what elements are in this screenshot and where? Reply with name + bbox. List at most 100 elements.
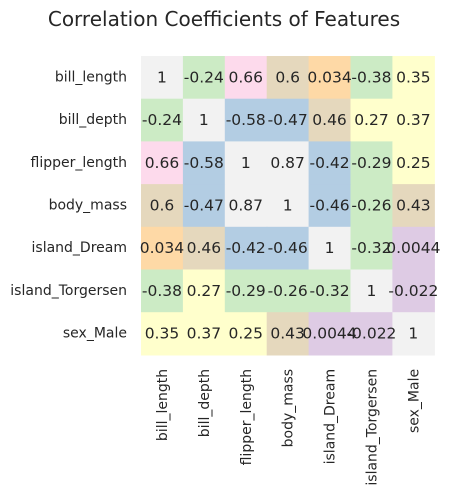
x-axis-tick-labels: bill_length bill_depth flipper_length body_… [155,369,422,486]
cell-value-label: -0.29 [351,154,391,172]
cell-value-label: -0.46 [309,196,349,214]
heatmap-cell-island_Dream-bill_depth [182,226,226,271]
heatmap-cell-bill_length-flipper_length [224,56,268,100]
cell-value-label: -0.47 [184,196,224,214]
heatmap-cell-island_Dream-bill_length [141,226,184,271]
x-tick-label: bill_depth [197,369,213,437]
heatmap-cell-bill_length-island_Dream [308,56,352,100]
heatmap-cell-island_Torgersen-island_Torgersen [350,269,393,313]
heatmap-cell-flipper_length-sex_Male [392,141,435,185]
y-tick-label: island_Torgersen [10,283,127,299]
heatmap-cell-bill_depth-sex_Male [392,98,435,142]
heatmap-cell-island_Torgersen-bill_length [141,269,184,313]
cell-value-label: 0.46 [187,239,222,257]
heatmap-cell-sex_Male-flipper_length [224,312,268,356]
cell-value-label: 0.87 [270,154,305,172]
y-tick-label: island_Dream [32,240,127,256]
cell-value-label: -0.42 [226,239,266,257]
y-tick-label: bill_length [55,69,127,85]
cell-value-label: 1 [241,154,251,172]
heatmap-cell-body_mass-body_mass [266,184,310,228]
heatmap-cell-island_Torgersen-bill_depth [182,269,226,313]
heatmap-cell-bill_depth-island_Torgersen [350,98,393,142]
cell-value-label: 0.034 [307,68,351,86]
heatmap-cell-bill_length-bill_length [141,56,184,100]
heatmap-cell-bill_length-body_mass [266,56,310,100]
cell-value-label: -0.32 [351,239,391,257]
heatmap-cell-flipper_length-bill_length [141,141,184,185]
heatmap-cell-island_Torgersen-island_Dream [308,269,352,313]
heatmap-cell-flipper_length-bill_depth [182,141,226,185]
cell-value-label: -0.24 [142,111,182,129]
heatmap-cell-bill_depth-bill_depth [182,98,226,142]
cell-value-label: 1 [199,111,209,129]
heatmap-cell-sex_Male-bill_depth [182,312,226,356]
cell-value-label: -0.022 [346,325,396,343]
y-axis-tick-labels: bill_length bill_depth flipper_length body_… [10,69,127,341]
x-tick-label: island_Dream [323,369,339,464]
cell-value-label: 1 [367,282,377,300]
cell-value-label: -0.46 [268,239,308,257]
heatmap-cell-body_mass-bill_length [141,184,184,228]
heatmap-cell-body_mass-sex_Male [392,184,435,228]
cell-value-label: 0.87 [228,196,263,214]
cell-value-label: 0.66 [228,68,263,86]
cell-value-label: 0.034 [140,239,184,257]
cell-value-label: -0.38 [142,282,182,300]
cell-value-label: 0.27 [354,111,389,129]
cell-value-label: -0.32 [309,282,349,300]
heatmap-cell-sex_Male-island_Dream [308,312,352,356]
x-tick-label: body_mass [281,369,297,447]
heatmap-cell-body_mass-island_Dream [308,184,352,228]
cell-value-label: 0.25 [228,325,263,343]
heatmap-cell-flipper_length-flipper_length [224,141,268,185]
heatmap-cell-sex_Male-sex_Male [392,312,435,356]
cell-value-label: 0.27 [187,282,222,300]
cell-value-label: -0.24 [184,68,224,86]
cell-value-label: 0.43 [396,196,431,214]
x-tick-label: sex_Male [406,369,422,433]
cell-value-label: 0.6 [275,68,300,86]
y-tick-label: sex_Male [63,326,127,342]
heatmap-cell-body_mass-flipper_length [224,184,268,228]
x-tick-label: flipper_length [239,369,255,465]
cell-value-label: 0.0044 [386,239,440,257]
cell-value-label: 0.35 [145,325,180,343]
heatmap-cell-bill_length-sex_Male [392,56,435,100]
heatmap-cell-flipper_length-island_Torgersen [350,141,393,185]
heatmap-cell-sex_Male-island_Torgersen [350,312,393,356]
cell-value-label: 0.46 [312,111,347,129]
y-tick-label: bill_depth [59,112,127,128]
heatmap-cell-bill_depth-island_Dream [308,98,352,142]
cell-value-label: 0.66 [145,154,180,172]
cell-value-label: 0.43 [270,325,305,343]
cell-value-label: 0.0044 [302,325,356,343]
heatmap-cell-body_mass-island_Torgersen [350,184,393,228]
heatmap-cell-island_Torgersen-flipper_length [224,269,268,313]
cell-value-label: 1 [325,239,335,257]
cell-value-label: 1 [283,196,293,214]
heatmap-cell-island_Torgersen-sex_Male [392,269,435,313]
heatmap-cell-island_Dream-body_mass [266,226,310,271]
heatmap-cell-island_Dream-island_Dream [308,226,352,271]
cell-value-label: 0.37 [396,111,431,129]
cell-value-label: -0.26 [268,282,308,300]
cell-value-label: -0.42 [309,154,349,172]
heatmap-cell-sex_Male-body_mass [266,312,310,356]
cell-value-label: -0.38 [351,68,391,86]
cell-value-label: -0.26 [351,196,391,214]
heatmap-cell-sex_Male-bill_length [141,312,184,356]
heatmap-cell-flipper_length-island_Dream [308,141,352,185]
heatmap-cell-bill_depth-body_mass [266,98,310,142]
cell-value-label: 1 [157,68,167,86]
heatmap-cell-bill_length-island_Torgersen [350,56,393,100]
cell-value-label: 1 [408,325,418,343]
heatmap-cell-bill_depth-flipper_length [224,98,268,142]
heatmap-cell-bill_length-bill_depth [182,56,226,100]
heatmap-cell-island_Torgersen-body_mass [266,269,310,313]
heatmap-cell-island_Dream-island_Torgersen [350,226,393,271]
cell-value-label: -0.58 [184,154,224,172]
cell-value-label: 0.6 [150,196,175,214]
cell-value-label: -0.29 [226,282,266,300]
